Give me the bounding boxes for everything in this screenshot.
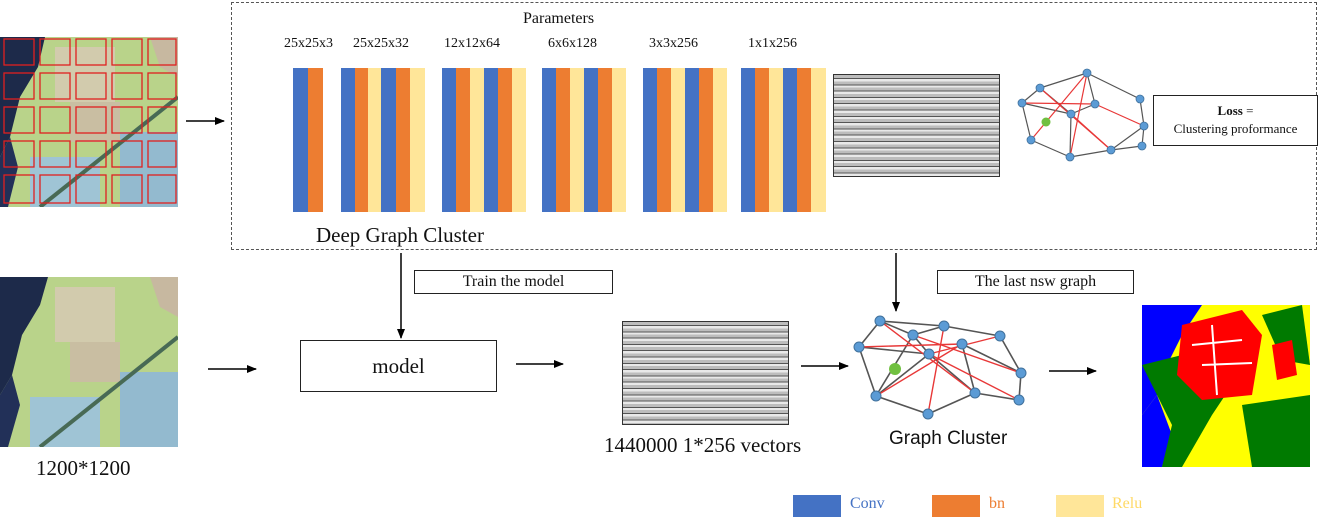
relu-layer-bar — [671, 68, 685, 212]
bn-layer-bar — [699, 68, 713, 212]
bn-layer-bar — [657, 68, 671, 212]
bn-layer-bar — [308, 68, 323, 212]
layer-param-label: 1x1x256 — [748, 36, 797, 51]
legend-conv-swatch — [793, 495, 841, 517]
train-model-text: Train the model — [462, 273, 565, 290]
legend-bn-label: bn — [989, 495, 1005, 512]
bn-layer-bar — [556, 68, 570, 212]
relu-layer-bar — [811, 68, 826, 212]
legend-conv-label: Conv — [850, 495, 885, 512]
relu-layer-bar — [512, 68, 526, 212]
relu-layer-bar — [612, 68, 626, 212]
conv-layer-bar — [484, 68, 498, 212]
feature-vector-stack-top — [833, 74, 1000, 177]
conv-layer-bar — [685, 68, 699, 212]
layer-param-label: 12x12x64 — [444, 36, 500, 51]
conv-layer-bar — [542, 68, 556, 212]
legend-bn-swatch — [932, 495, 980, 517]
satellite-image-full — [0, 277, 178, 447]
conv-layer-bar — [643, 68, 657, 212]
relu-layer-bar — [570, 68, 584, 212]
relu-layer-bar — [410, 68, 425, 212]
conv-layer-bar — [442, 68, 456, 212]
conv-layer-bar — [783, 68, 797, 212]
satellite-image-patches — [0, 37, 178, 207]
model-text: model — [372, 354, 425, 378]
legend-relu-swatch — [1056, 495, 1104, 517]
conv-layer-bar — [381, 68, 396, 212]
graph-cluster-label: Graph Cluster — [889, 428, 1008, 449]
graph-cluster-diagram — [853, 315, 1027, 420]
bn-layer-bar — [456, 68, 470, 212]
loss-equals: = — [1242, 103, 1254, 118]
relu-layer-bar — [368, 68, 381, 212]
bn-layer-bar — [498, 68, 512, 212]
layer-param-label: 6x6x128 — [548, 36, 597, 51]
vectors-label: 1440000 1*256 vectors — [604, 433, 802, 457]
layer-param-label: 3x3x256 — [649, 36, 698, 51]
loss-title: Loss — [1217, 103, 1243, 118]
last-graph-label: The last nsw graph — [937, 270, 1134, 294]
segmentation-result-map — [1142, 305, 1310, 467]
bn-layer-bar — [355, 68, 368, 212]
loss-description: Clustering proformance — [1173, 121, 1298, 136]
bn-layer-bar — [598, 68, 612, 212]
model-box: model — [300, 340, 497, 392]
layer-param-label: 25x25x32 — [353, 36, 409, 51]
relu-layer-bar — [713, 68, 727, 212]
relu-layer-bar — [769, 68, 783, 212]
deep-graph-cluster-label: Deep Graph Cluster — [316, 223, 484, 247]
layer-param-label: 25x25x3 — [284, 36, 333, 51]
last-graph-text: The last nsw graph — [974, 273, 1097, 290]
image-size-label: 1200*1200 — [36, 456, 131, 480]
conv-layer-bar — [584, 68, 598, 212]
bn-layer-bar — [755, 68, 769, 212]
legend-relu-label: Relu — [1112, 495, 1143, 512]
feature-vector-stack-bottom — [622, 321, 789, 425]
loss-box: Loss = Clustering proformance — [1153, 95, 1318, 146]
conv-layer-bar — [293, 68, 308, 212]
conv-layer-bar — [341, 68, 355, 212]
parameters-title: Parameters — [523, 10, 595, 27]
bn-layer-bar — [396, 68, 410, 212]
bn-layer-bar — [797, 68, 811, 212]
conv-layer-bar — [741, 68, 755, 212]
train-model-label: Train the model — [414, 270, 613, 294]
small-nsw-graph — [1017, 68, 1149, 162]
relu-layer-bar — [470, 68, 484, 212]
